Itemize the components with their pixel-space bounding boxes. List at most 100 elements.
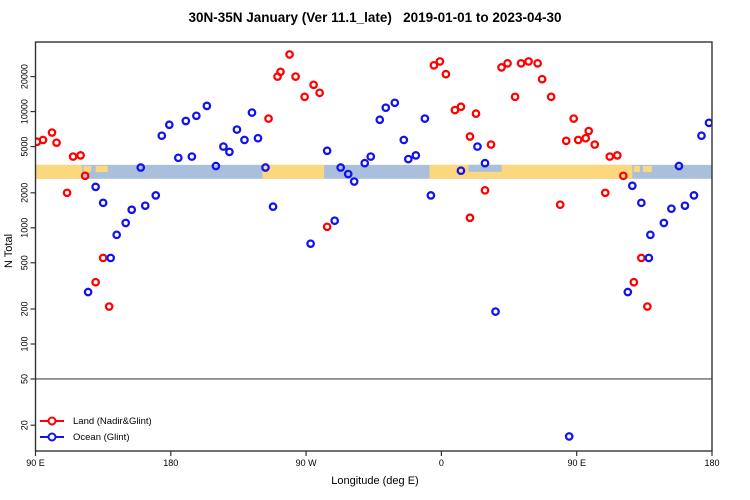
- data-point: [264, 114, 273, 123]
- data-point: [636, 198, 646, 208]
- legend-label-land: Land (Nadir&Glint): [73, 415, 152, 427]
- data-point: [480, 158, 490, 168]
- data-point: [247, 108, 257, 117]
- y-tick-label: 2000: [20, 183, 30, 203]
- data-point: [605, 152, 615, 161]
- data-point: [121, 218, 131, 228]
- data-point: [127, 205, 137, 215]
- data-point: [486, 140, 496, 149]
- data-point: [411, 151, 421, 160]
- data-point: [491, 307, 500, 316]
- data-point: [219, 142, 228, 151]
- x-tick-label: 90 W: [296, 458, 318, 468]
- data-point: [618, 171, 628, 181]
- data-point: [164, 120, 174, 130]
- data-point: [659, 218, 669, 228]
- data-point: [465, 213, 475, 223]
- data-point: [173, 153, 183, 163]
- data-point: [47, 128, 57, 137]
- coast-strip-land: [35, 164, 83, 179]
- data-point: [80, 171, 90, 181]
- data-point: [403, 154, 413, 164]
- data-point: [106, 253, 116, 263]
- data-point: [187, 152, 197, 161]
- data-point: [306, 239, 315, 249]
- data-point: [674, 161, 684, 171]
- data-point: [322, 222, 332, 232]
- data-point: [426, 191, 436, 200]
- data-point: [157, 131, 167, 141]
- data-point: [181, 116, 191, 126]
- data-point: [564, 432, 574, 441]
- legend-item-ocean: Ocean (Glint): [40, 429, 152, 445]
- data-point: [330, 216, 340, 226]
- data-point: [366, 152, 376, 161]
- data-point: [627, 181, 637, 191]
- data-point: [322, 146, 332, 156]
- data-point: [573, 135, 583, 145]
- data-point: [643, 302, 652, 311]
- x-tick-label: 90 E: [26, 458, 45, 468]
- data-point: [456, 166, 466, 176]
- legend: Land (Nadir&Glint) Ocean (Glint): [40, 413, 152, 445]
- coast-strip-land-patch: [633, 165, 640, 173]
- data-point: [390, 98, 400, 108]
- legend-label-ocean: Ocean (Glint): [73, 431, 130, 443]
- data-point: [98, 253, 108, 263]
- data-point: [537, 74, 547, 84]
- y-tick-label: 5000: [20, 137, 30, 157]
- data-point: [590, 140, 600, 149]
- coast-strip-land-patch: [95, 165, 108, 173]
- data-point: [420, 114, 430, 123]
- data-point: [646, 230, 655, 240]
- data-point: [697, 131, 706, 141]
- data-point: [429, 60, 439, 70]
- data-point: [497, 63, 506, 72]
- data-point: [680, 201, 690, 211]
- data-point: [300, 92, 309, 102]
- data-point: [273, 72, 282, 81]
- data-point: [456, 102, 466, 112]
- data-point: [569, 114, 579, 123]
- data-point: [503, 59, 512, 68]
- data-point: [261, 163, 270, 172]
- data-point: [202, 101, 212, 111]
- data-point: [268, 202, 278, 212]
- data-point: [253, 133, 263, 143]
- data-point: [584, 126, 594, 136]
- data-point: [600, 188, 610, 198]
- data-point: [704, 118, 712, 128]
- y-tick-label: 500: [20, 255, 30, 270]
- coast-strip-land-patch: [642, 165, 652, 173]
- plot-border: [34, 41, 713, 452]
- data-point: [533, 59, 542, 68]
- x-tick-label: 90 E: [567, 458, 586, 468]
- legend-item-land: Land (Nadir&Glint): [40, 413, 152, 429]
- data-point: [375, 115, 385, 125]
- data-point: [349, 177, 359, 186]
- y-tick-label: 100: [20, 336, 30, 351]
- data-point: [473, 142, 482, 151]
- data-point: [510, 92, 520, 102]
- series-ocean-points: [83, 98, 712, 441]
- data-point: [52, 138, 61, 148]
- data-point: [38, 135, 48, 145]
- series-land-points: [35, 50, 652, 311]
- data-point: [623, 287, 633, 297]
- data-point: [689, 191, 699, 200]
- x-axis-label: Longitude (deg E): [331, 475, 419, 487]
- data-point: [581, 133, 591, 143]
- data-point: [465, 132, 475, 141]
- data-point: [83, 287, 93, 297]
- data-point: [450, 105, 460, 115]
- data-point: [612, 151, 622, 160]
- x-tick-label: 0: [439, 458, 444, 468]
- data-point: [91, 182, 100, 192]
- data-point: [98, 198, 108, 208]
- data-point: [435, 57, 445, 66]
- data-point: [524, 57, 533, 66]
- data-point: [343, 169, 353, 179]
- data-point: [76, 151, 85, 160]
- data-point: [546, 92, 556, 102]
- y-tick-label: 50: [20, 374, 30, 384]
